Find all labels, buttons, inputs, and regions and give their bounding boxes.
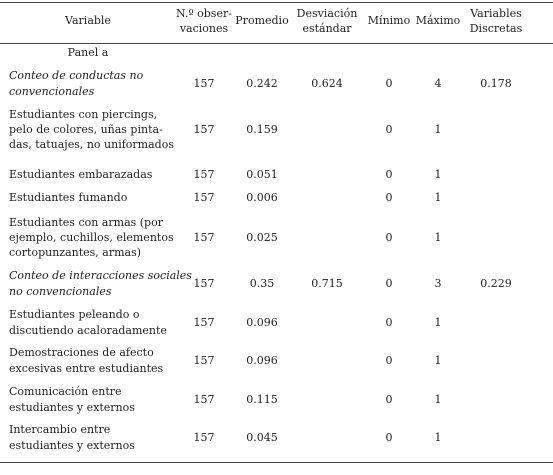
column-header: N.º obser-: [176, 6, 232, 20]
cell-value: 0.006: [246, 191, 278, 204]
cell-value: 0: [385, 168, 393, 181]
row-label: Estudiantes con piercings,: [9, 107, 158, 121]
cell-value: 0.115: [246, 393, 278, 406]
row-label: Estudiantes embarazadas: [9, 168, 153, 181]
row-label: das, tatuajes, no uniformados: [9, 138, 174, 152]
header-rule: [0, 43, 553, 44]
row-label: discutiendo acaloradamente: [9, 323, 167, 337]
row-label: Estudiantes con armas (por: [9, 215, 163, 229]
cell-value: 0: [385, 231, 393, 244]
row-label: Estudiantes peleando o: [9, 308, 140, 322]
cell-value: 0.242: [246, 77, 278, 90]
cell-value: 157: [193, 354, 215, 367]
row-label: Conteo de conductas no: [9, 69, 144, 83]
column-header: vaciones: [179, 21, 229, 35]
cell-value: 157: [193, 191, 215, 204]
cell-value: 0.051: [246, 168, 278, 181]
cell-value: 1: [434, 231, 442, 244]
cell-value: 0: [385, 77, 393, 90]
cell-value: 157: [193, 316, 215, 329]
cell-value: 0: [385, 277, 393, 290]
column-header: Discretas: [469, 21, 523, 35]
cell-value: 3: [434, 277, 442, 290]
cell-value: 0: [385, 393, 393, 406]
cell-value: 0: [385, 354, 393, 367]
cell-value: 157: [193, 231, 215, 244]
cell-value: 1: [434, 123, 442, 136]
row-label: ejemplo, cuchillos, elementos: [9, 231, 174, 244]
column-header: Mínimo: [367, 14, 411, 27]
cell-value: 0: [385, 431, 393, 444]
row-label: estudiantes y externos: [9, 400, 135, 414]
cell-value: 1: [434, 354, 442, 367]
row-label: Conteo de interacciones sociales: [9, 269, 192, 283]
cell-value: 157: [193, 431, 215, 444]
row-label: Estudiantes fumando: [9, 191, 128, 204]
cell-value: 1: [434, 168, 442, 181]
row-label: Intercambio entre: [9, 423, 111, 437]
row-label: excesivas entre estudiantes: [9, 361, 164, 375]
column-header: Promedio: [235, 14, 289, 27]
row-label: no convencionales: [9, 284, 112, 298]
cell-value: 0.229: [480, 277, 512, 290]
cell-value: 0.025: [246, 231, 278, 244]
cell-value: 0.178: [480, 77, 512, 90]
cell-value: 157: [193, 393, 215, 406]
cell-value: 4: [434, 77, 442, 90]
cell-value: 0: [385, 191, 393, 204]
row-label: Demostraciones de afecto: [9, 346, 154, 360]
cell-value: 0.159: [246, 123, 278, 136]
cell-value: 157: [193, 77, 215, 90]
cell-value: 1: [434, 316, 442, 329]
cell-value: 0.096: [246, 316, 278, 329]
bottom-rule: [0, 462, 553, 463]
cell-value: 1: [434, 431, 442, 444]
row-label: cortopunzantes, armas): [9, 246, 142, 260]
row-label: estudiantes y externos: [9, 438, 135, 452]
cell-value: 0.35: [249, 277, 275, 290]
column-header: estándar: [302, 21, 352, 35]
cell-value: 0: [385, 316, 393, 329]
column-header: Máximo: [415, 14, 461, 27]
cell-value: 0.096: [246, 354, 278, 367]
column-header: Variable: [65, 14, 111, 27]
row-label: Comunicación entre: [9, 385, 122, 399]
cell-value: 157: [193, 277, 215, 290]
cell-value: 0.715: [311, 277, 343, 290]
row-label: pelo de colores, uñas pinta-: [9, 123, 163, 136]
panel-label: Panel a: [67, 46, 109, 59]
row-label: convencionales: [9, 84, 95, 98]
cell-value: 1: [434, 393, 442, 406]
cell-value: 0.045: [246, 431, 278, 444]
cell-value: 157: [193, 168, 215, 181]
cell-value: 1: [434, 191, 442, 204]
cell-value: 0: [385, 123, 393, 136]
cell-value: 157: [193, 123, 215, 136]
cell-value: 0.624: [311, 77, 343, 90]
column-header: Variables: [470, 6, 522, 20]
top-rule: [0, 2, 553, 3]
column-header: Desviación: [296, 6, 358, 20]
